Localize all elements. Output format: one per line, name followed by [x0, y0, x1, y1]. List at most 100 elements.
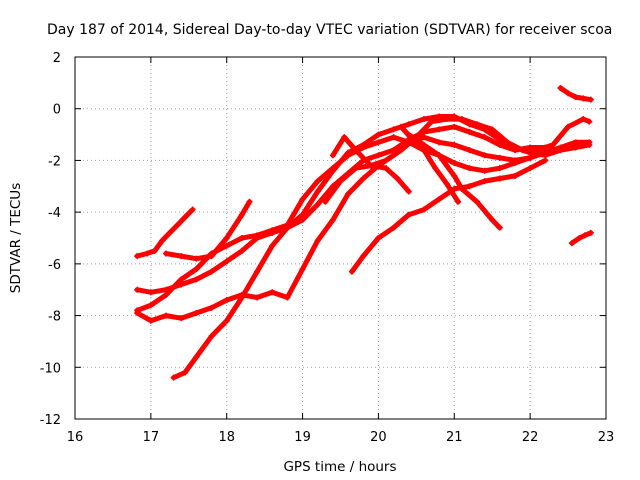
data-point-marker	[443, 116, 450, 123]
x-tick-label: 21	[446, 430, 463, 445]
data-point-marker	[549, 141, 556, 148]
y-tick-label: 2	[53, 51, 61, 66]
x-tick-label: 20	[370, 430, 387, 445]
data-point-marker	[572, 141, 579, 148]
data-point-marker	[496, 165, 503, 172]
data-point-marker	[586, 139, 593, 146]
data-point-marker	[284, 224, 291, 231]
x-tick-label: 23	[598, 430, 615, 445]
data-point-marker	[238, 235, 245, 241]
data-point-marker	[436, 126, 443, 133]
x-tick-labels: 16 17 18 19 20 21 22 23	[67, 430, 615, 445]
data-point-marker	[299, 266, 306, 273]
data-point-marker	[420, 134, 427, 141]
data-point-marker	[329, 152, 336, 159]
series-line-arc-h	[349, 157, 548, 275]
data-point-marker	[367, 162, 374, 169]
data-point-marker	[170, 374, 177, 381]
data-point-marker	[586, 118, 593, 125]
data-point-marker	[147, 317, 154, 324]
data-point-marker	[466, 147, 473, 154]
data-point-marker	[432, 165, 439, 172]
y-tick-label: -2	[48, 154, 61, 169]
data-point-marker	[246, 198, 253, 205]
data-point-marker	[390, 147, 397, 154]
data-point-marker	[405, 121, 412, 128]
data-point-marker	[269, 289, 276, 296]
data-point-marker	[375, 131, 382, 138]
data-point-marker	[496, 154, 503, 161]
series-line-arc-k	[398, 124, 461, 205]
data-point-marker	[163, 312, 170, 319]
data-point-marker	[147, 302, 154, 309]
data-point-marker	[360, 175, 367, 182]
data-point-marker	[451, 141, 458, 148]
data-point-marker	[147, 289, 154, 296]
data-point-marker	[174, 222, 181, 229]
data-point-marker	[208, 250, 215, 257]
data-point-marker	[208, 333, 215, 340]
data-point-marker	[299, 211, 306, 218]
grid-lines	[75, 57, 606, 419]
data-point-marker	[360, 141, 367, 148]
data-point-marker	[223, 258, 230, 265]
data-point-marker	[223, 317, 230, 324]
data-point-marker	[394, 175, 401, 182]
series-line-arc-m	[569, 230, 594, 246]
data-point-marker	[299, 196, 306, 203]
data-point-marker	[474, 121, 481, 128]
data-point-marker	[383, 165, 390, 172]
data-point-marker	[496, 175, 503, 182]
data-point-marker	[390, 224, 397, 231]
data-point-marker	[436, 152, 443, 159]
y-tick-label: -8	[48, 310, 61, 325]
y-tick-label: -10	[40, 361, 61, 376]
data-point-marker	[352, 147, 359, 154]
data-point-marker	[314, 201, 321, 208]
data-point-marker	[208, 304, 215, 311]
data-point-marker	[581, 232, 588, 239]
data-point-marker	[511, 172, 518, 179]
data-point-marker	[455, 198, 462, 205]
data-point-marker	[223, 242, 230, 249]
data-point-marker	[238, 247, 245, 254]
data-point-marker	[451, 172, 458, 179]
data-point-marker	[269, 242, 276, 249]
data-point-marker	[390, 126, 397, 133]
data-point-marker	[420, 116, 427, 123]
x-tick-label: 17	[143, 430, 160, 445]
data-point-marker	[398, 123, 405, 130]
data-point-marker	[527, 165, 534, 172]
data-point-marker	[534, 147, 541, 154]
data-point-marker	[383, 157, 390, 164]
data-point-marker	[576, 235, 583, 241]
data-point-marker	[345, 191, 352, 198]
data-point-marker	[193, 266, 200, 273]
data-point-marker	[458, 116, 465, 123]
data-point-marker	[159, 237, 166, 244]
data-point-marker	[189, 206, 196, 213]
data-point-marker	[466, 183, 473, 190]
data-point-marker	[398, 147, 405, 154]
data-point-marker	[314, 237, 321, 244]
plot-frame	[74, 56, 607, 420]
data-point-marker	[481, 167, 488, 174]
data-point-marker	[466, 165, 473, 172]
data-point-marker	[193, 255, 200, 262]
axis-ticks	[74, 56, 607, 420]
data-point-marker	[166, 229, 173, 236]
data-point-marker	[580, 116, 587, 123]
data-point-marker	[587, 96, 594, 103]
data-point-marker	[496, 141, 503, 148]
data-point-marker	[163, 291, 170, 298]
data-point-marker	[134, 307, 141, 314]
series-line-arc-b	[163, 199, 252, 262]
data-point-marker	[527, 154, 534, 161]
data-point-marker	[428, 118, 435, 125]
data-point-marker	[134, 286, 141, 293]
data-point-marker	[375, 139, 382, 146]
data-point-marker	[181, 369, 188, 376]
data-point-marker	[390, 134, 397, 141]
data-point-marker	[466, 128, 473, 135]
